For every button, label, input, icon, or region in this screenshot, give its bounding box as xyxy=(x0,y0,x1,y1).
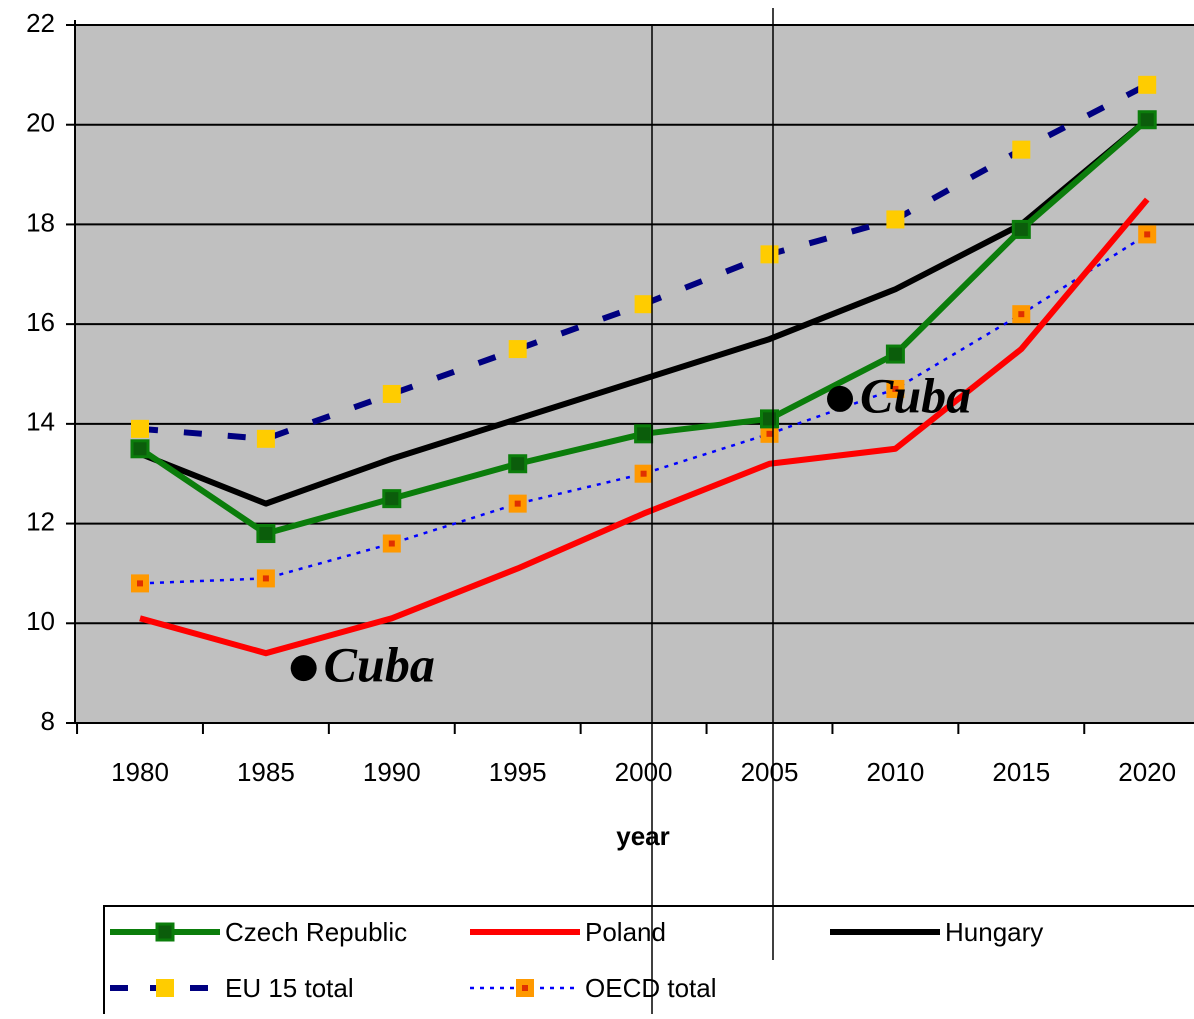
x-tick-label: 2015 xyxy=(992,757,1050,787)
x-axis-label: year xyxy=(616,821,670,851)
legend-label: EU 15 total xyxy=(225,973,354,1003)
marker-center xyxy=(514,500,521,507)
marker xyxy=(382,384,401,403)
x-tick-label: 2010 xyxy=(866,757,924,787)
marker xyxy=(155,922,175,942)
y-tick-label: 14 xyxy=(26,407,55,437)
marker xyxy=(130,439,150,459)
x-tick-label: 1985 xyxy=(237,757,295,787)
marker xyxy=(1137,110,1157,130)
legend xyxy=(103,905,1194,1019)
marker-center xyxy=(640,470,647,477)
legend-label: OECD total xyxy=(585,973,717,1003)
marker-center xyxy=(137,580,143,587)
marker xyxy=(1011,219,1031,239)
x-tick-label: 1995 xyxy=(489,757,547,787)
marker xyxy=(131,419,149,438)
annotation: Cuba xyxy=(324,637,435,693)
marker xyxy=(886,210,905,229)
series-line xyxy=(138,117,1150,507)
y-tick-label: 18 xyxy=(26,207,55,237)
annotation: Cuba xyxy=(860,367,971,423)
y-tick-label: 22 xyxy=(26,8,55,38)
y-tick-label: 16 xyxy=(26,307,55,337)
marker xyxy=(760,409,779,429)
marker xyxy=(508,340,527,359)
marker-center xyxy=(262,575,269,582)
marker xyxy=(1012,140,1031,159)
series-line xyxy=(139,233,1148,585)
marker xyxy=(760,245,779,264)
legend-label: Poland xyxy=(585,917,666,947)
x-tick-label: 1980 xyxy=(111,757,169,787)
marker xyxy=(885,344,905,364)
y-tick-label: 12 xyxy=(26,506,55,536)
y-tick-label: 20 xyxy=(26,108,55,138)
marker-center xyxy=(892,385,899,392)
marker xyxy=(256,524,276,544)
marker xyxy=(1138,75,1157,94)
x-tick-label: 2005 xyxy=(741,757,799,787)
x-tick-label: 2000 xyxy=(615,757,673,787)
legend-label: Czech Republic xyxy=(225,917,407,947)
marker-center xyxy=(1018,311,1025,318)
series-line xyxy=(139,197,1150,657)
marker xyxy=(382,489,402,509)
marker xyxy=(634,424,654,444)
annotation-dot xyxy=(290,655,317,682)
x-tick-label: 1990 xyxy=(363,757,421,787)
annotation-dot xyxy=(827,385,854,412)
plot-area xyxy=(75,25,1194,723)
marker-center xyxy=(766,430,773,437)
marker xyxy=(634,295,653,314)
marker xyxy=(508,454,528,474)
x-tick-label: 2020 xyxy=(1118,757,1176,787)
marker xyxy=(256,429,275,448)
y-tick-label: 10 xyxy=(26,606,55,636)
marker-center xyxy=(388,540,395,547)
series-line xyxy=(139,82,1149,442)
marker xyxy=(156,979,174,997)
marker-center xyxy=(522,985,528,991)
marker-center xyxy=(1144,231,1151,238)
legend-label: Hungary xyxy=(945,917,1043,947)
y-tick-label: 8 xyxy=(41,706,55,736)
